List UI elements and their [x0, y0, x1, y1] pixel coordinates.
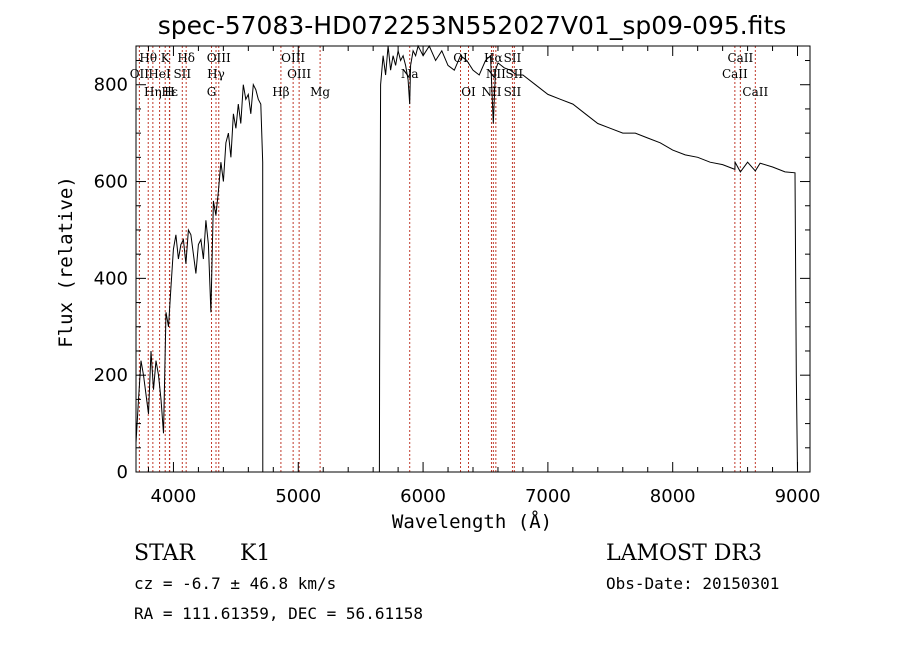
object-class: STAR	[134, 541, 196, 566]
line-marker-label: Na	[401, 67, 419, 81]
line-marker-label: CaII	[722, 67, 748, 81]
object-subclass: K1	[240, 541, 270, 566]
line-marker-label: CaII	[727, 51, 753, 65]
y-tick-label: 600	[94, 172, 128, 193]
y-axis-label: Flux (relative)	[55, 176, 77, 348]
chart-title: spec-57083-HD072253N552027V01_sp09-095.f…	[158, 11, 787, 40]
y-tick-label: 800	[94, 75, 128, 96]
x-tick-label: 6000	[400, 486, 446, 507]
coordinates-text: RA = 111.61359, DEC = 56.61158	[134, 604, 423, 623]
x-axis-ticks: 4000 5000 6000 7000 8000 9000	[147, 46, 821, 507]
line-marker-label: G	[207, 85, 217, 99]
line-marker-label: Hα	[484, 51, 503, 65]
line-marker-label: H	[164, 85, 174, 99]
line-marker-label: OII	[130, 67, 150, 81]
plot-frame	[135, 45, 811, 473]
x-tick-label: 4000	[151, 486, 197, 507]
x-tick-label: 5000	[275, 486, 321, 507]
y-axis-ticks: 0 200 400 600 800	[94, 60, 810, 483]
y-tick-label: 200	[94, 365, 128, 386]
spectral-line-markers	[138, 46, 756, 472]
line-marker-label: SII	[173, 67, 191, 81]
y-tick-label: 400	[94, 268, 128, 289]
line-marker-label: Mg	[310, 85, 330, 99]
line-marker-label: SII	[504, 85, 522, 99]
line-marker-label: OIII	[281, 51, 305, 65]
survey-label: LAMOST DR3	[606, 541, 762, 566]
line-marker-label: OIII	[207, 51, 231, 65]
line-marker-label: Hδ	[177, 51, 195, 65]
y-tick-label: 0	[117, 462, 128, 483]
x-tick-label: 8000	[650, 486, 696, 507]
x-tick-label: 9000	[775, 486, 821, 507]
line-marker-label: OIII	[287, 67, 311, 81]
spectrum-line	[135, 44, 798, 473]
spectral-line-labels: Hθ OII Hη Hε K HeI H SII Hδ OIII Hγ G OIII OIII Hβ Mg Na…	[130, 51, 769, 99]
line-marker-label: OI	[453, 51, 468, 65]
line-marker-label: SII	[504, 51, 522, 65]
line-marker-label: HeI	[148, 67, 171, 81]
line-marker-label: Hε	[161, 85, 178, 99]
redshift-text: cz = -6.7 ± 46.8 km/s	[134, 574, 336, 593]
line-marker-label: K	[161, 51, 171, 65]
line-marker-label: Hγ	[207, 67, 225, 81]
x-axis-label: Wavelength (Å)	[392, 510, 552, 533]
line-marker-label: CaII	[742, 85, 768, 99]
line-marker-label: Hη	[144, 85, 162, 99]
obs-date-text: Obs-Date: 20150301	[606, 574, 779, 593]
line-marker-label: Hβ	[272, 85, 289, 99]
line-marker-label: Hθ	[139, 51, 157, 65]
x-tick-label: 7000	[525, 486, 571, 507]
line-marker-label: OI	[461, 85, 476, 99]
